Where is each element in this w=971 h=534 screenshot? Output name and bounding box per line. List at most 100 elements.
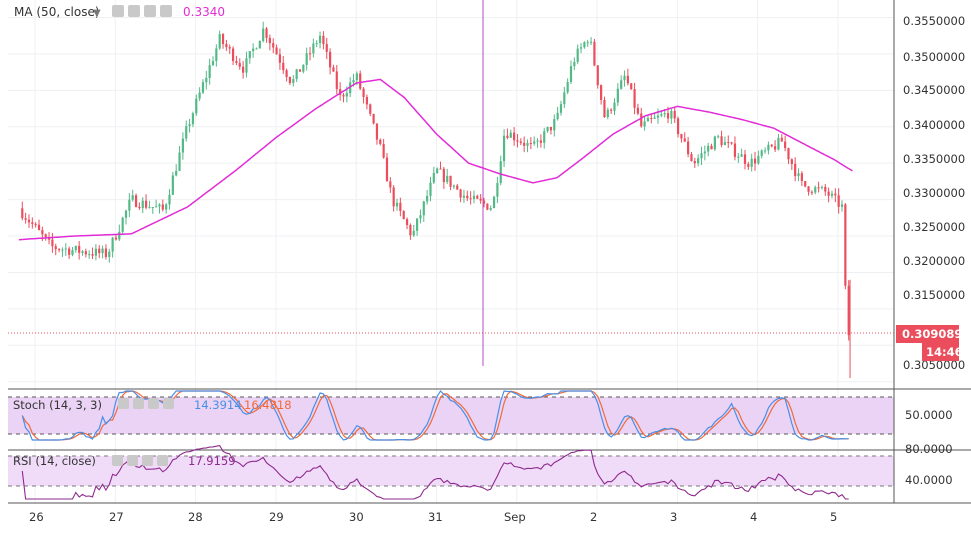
x-tick: 5: [830, 510, 837, 524]
candle-body: [844, 204, 847, 286]
candle-body: [814, 187, 817, 193]
price-scale[interactable]: 0.3550000 0.3500000 0.3450000 0.3400000 …: [903, 14, 965, 372]
candle-body: [121, 217, 124, 232]
candle-body: [626, 75, 629, 84]
candle-body: [181, 138, 184, 153]
candle-body: [613, 102, 616, 111]
candle-body: [660, 114, 663, 116]
candle-body: [840, 204, 844, 207]
gear-icon[interactable]: [127, 455, 138, 466]
candle-body: [94, 248, 97, 256]
last-price-label: 0.3090898: [902, 327, 970, 341]
candle-body: [573, 61, 576, 67]
candle-body: [171, 175, 174, 195]
price-tick: 0.3050000: [903, 358, 965, 372]
candle-body: [459, 189, 462, 198]
candle-body: [322, 35, 325, 45]
candle-body: [191, 113, 195, 125]
candle-body: [683, 138, 686, 142]
candle-body: [777, 137, 780, 150]
candle-body: [757, 155, 760, 164]
close-icon[interactable]: [157, 455, 168, 466]
x-tick: 27: [109, 510, 124, 524]
x-tick: 28: [188, 510, 203, 524]
eye-icon[interactable]: [112, 455, 123, 466]
candle-body: [817, 187, 820, 189]
candle-body: [128, 199, 131, 211]
candle-body: [687, 141, 690, 155]
candle-body: [697, 158, 700, 164]
candle-body: [221, 34, 225, 45]
gear-icon[interactable]: [133, 398, 144, 409]
gear-icon[interactable]: [128, 5, 140, 17]
candle-body: [743, 154, 747, 164]
candle-body: [155, 206, 158, 208]
candle-body: [262, 28, 265, 41]
eye-icon[interactable]: [118, 398, 129, 409]
candle-body: [44, 234, 47, 237]
candle-body: [479, 198, 482, 201]
candle-body: [733, 143, 737, 157]
candle-body: [395, 202, 399, 207]
candle-body: [21, 208, 24, 219]
candle-body: [382, 143, 385, 158]
candle-body: [195, 98, 198, 114]
candle-body: [345, 93, 348, 97]
plus-icon[interactable]: [144, 5, 156, 17]
candle-body: [405, 219, 409, 225]
candle-body: [24, 218, 27, 220]
plus-icon[interactable]: [142, 455, 153, 466]
candle-body: [114, 237, 118, 240]
rsi-tick: 40.0000: [905, 473, 953, 487]
candle-body: [452, 185, 455, 187]
candle-body: [315, 43, 318, 45]
candle-body: [355, 73, 358, 81]
stoch-k-value: 14.3914: [194, 398, 242, 412]
candle-body: [519, 141, 522, 143]
candle-body: [569, 66, 573, 82]
rsi-legend[interactable]: RSI (14, close) 17.9159: [13, 454, 236, 468]
candle-body: [807, 186, 810, 192]
candle-body: [492, 196, 496, 208]
candle-body: [449, 175, 452, 187]
candle-body: [158, 204, 161, 207]
candle-body: [576, 48, 579, 62]
candle-body: [656, 115, 660, 118]
eye-icon[interactable]: [112, 5, 124, 17]
plus-icon[interactable]: [148, 398, 159, 409]
candle-body: [98, 248, 101, 254]
close-icon[interactable]: [163, 398, 174, 409]
candle-body: [670, 110, 673, 119]
candle-body: [255, 48, 258, 50]
candle-body: [472, 195, 476, 199]
candle-body: [84, 251, 87, 255]
candle-body: [285, 70, 288, 78]
candle-body: [499, 161, 502, 183]
candle-body: [265, 28, 268, 38]
candle-body: [141, 200, 144, 209]
candle-body: [215, 48, 218, 62]
candle-body: [827, 191, 830, 196]
candle-body: [426, 195, 429, 202]
ma-legend[interactable]: MA (50, close) ▼ 0.3340: [14, 5, 225, 19]
candle-body: [318, 35, 322, 44]
stoch-legend[interactable]: Stoch (14, 3, 3) 14.3914 16.4818: [13, 398, 292, 412]
candle-body: [185, 126, 188, 139]
dropdown-icon[interactable]: ▼: [93, 8, 101, 19]
rsi-band: [8, 456, 894, 486]
candle-body: [820, 186, 824, 188]
candle-body: [385, 157, 389, 182]
candle-body: [513, 132, 516, 141]
time-scale[interactable]: 26 27 28 29 30 31 Sep 2 3 4 5: [29, 510, 837, 524]
candle-body: [198, 92, 201, 99]
candle-body: [606, 109, 609, 118]
candle-body: [633, 89, 636, 108]
x-tick: 26: [29, 510, 44, 524]
candle-body: [462, 195, 466, 198]
candle-body: [713, 136, 716, 150]
close-icon[interactable]: [160, 5, 172, 17]
candle-body: [409, 224, 412, 236]
candle-body: [349, 82, 352, 94]
candle-body: [630, 83, 633, 90]
